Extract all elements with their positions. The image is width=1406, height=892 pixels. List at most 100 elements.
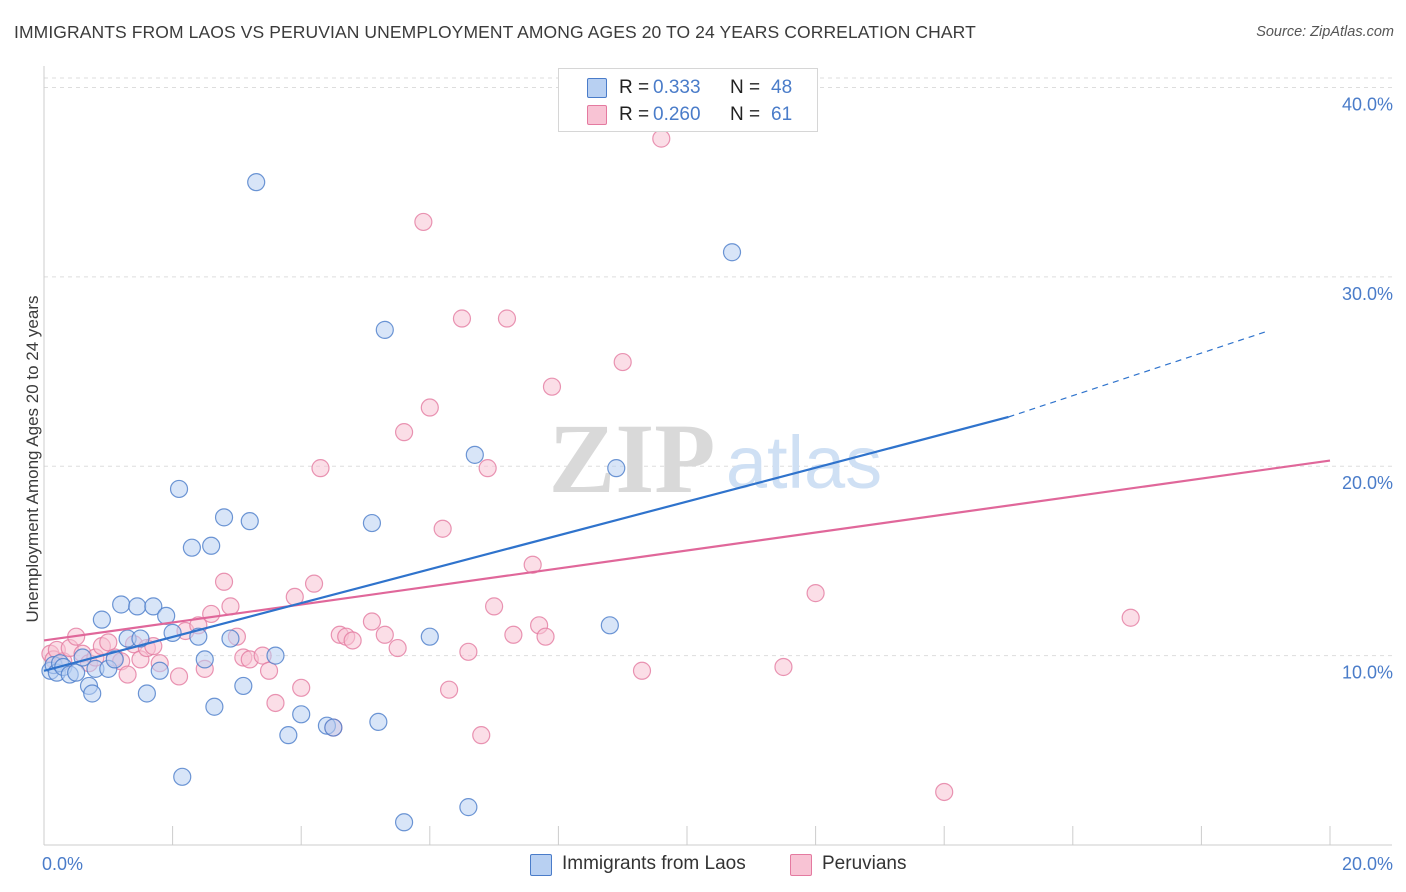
data-point: [137, 684, 156, 703]
data-point: [266, 646, 285, 665]
data-point: [343, 631, 362, 650]
data-point: [195, 650, 214, 669]
data-point: [439, 680, 459, 699]
trend-line-laos: [43, 415, 1009, 672]
data-point: [600, 616, 619, 635]
data-point: [632, 661, 652, 680]
data-point: [459, 642, 478, 661]
data-point: [420, 398, 439, 417]
data-point: [67, 663, 86, 682]
data-point: [279, 726, 298, 745]
data-point: [420, 627, 439, 646]
data-point: [144, 597, 163, 616]
data-point: [388, 638, 407, 658]
data-point: [504, 625, 523, 644]
axes: [43, 66, 1392, 846]
data-point: [806, 584, 825, 603]
source-label: Source: ZipAtlas.com: [1256, 24, 1394, 40]
trend-line-laos-extension: [1008, 331, 1266, 418]
data-point: [202, 536, 221, 555]
data-point: [131, 629, 150, 648]
y-tick-label: 30.0%: [1342, 284, 1393, 304]
data-point: [414, 212, 433, 232]
x-tick-label: 0.0%: [42, 854, 83, 874]
data-point: [452, 309, 472, 328]
data-point: [105, 650, 124, 669]
data-point: [112, 595, 131, 614]
legend-swatch-laos: [587, 78, 607, 98]
legend-label-laos: Immigrants from Laos: [562, 853, 746, 874]
legend-n-value: 48: [771, 77, 793, 98]
data-point: [83, 684, 102, 703]
data-point: [214, 508, 234, 527]
legend-r-label: R =: [619, 104, 650, 125]
data-point: [613, 352, 632, 372]
data-point: [523, 555, 542, 574]
data-point: [266, 693, 285, 713]
data-point: [259, 661, 279, 680]
trend-lines: [43, 331, 1331, 672]
series-legend: Immigrants from Laos Peruvians: [0, 852, 1406, 878]
y-tick-labels: 10.0% 20.0% 30.0% 40.0%: [1342, 94, 1393, 682]
data-point: [128, 597, 147, 616]
y-tick-label: 40.0%: [1342, 94, 1393, 114]
legend-r-label: R =: [619, 77, 650, 98]
data-point: [214, 572, 234, 591]
data-point: [472, 726, 491, 745]
watermark-atlas: atlas: [726, 421, 882, 504]
data-point: [369, 712, 388, 732]
data-point: [189, 627, 208, 646]
x-tick-label: 20.0%: [1342, 854, 1393, 874]
data-point: [478, 459, 497, 478]
data-point: [169, 667, 189, 686]
series-laos-points: [41, 173, 742, 832]
data-point: [652, 129, 671, 148]
legend-n-label: N =: [730, 77, 761, 98]
data-point: [722, 243, 742, 262]
data-point: [459, 798, 478, 817]
data-point: [221, 629, 240, 648]
data-point: [247, 173, 266, 192]
legend-swatch-peruvians: [790, 854, 812, 876]
data-point: [536, 627, 555, 646]
data-point: [935, 782, 954, 802]
data-point: [304, 574, 324, 593]
grid-lines: [44, 77, 1392, 657]
data-point: [169, 479, 189, 499]
data-point: [433, 519, 452, 538]
data-point: [240, 512, 259, 531]
data-point: [292, 678, 311, 697]
data-point: [497, 309, 517, 328]
data-point: [362, 612, 382, 631]
legend-row-peruvians: R = 0.260 N = 61: [559, 102, 817, 128]
legend-n-label: N =: [730, 104, 761, 125]
legend-r-value: 0.333: [653, 77, 701, 98]
legend-swatch-peruvians: [587, 105, 607, 125]
data-point: [324, 718, 343, 737]
data-point: [92, 610, 111, 629]
data-point: [205, 697, 224, 716]
legend-swatch-laos: [530, 854, 552, 876]
x-tick-labels: 0.0% 20.0%: [42, 854, 1393, 874]
legend-r-value: 0.260: [653, 104, 701, 125]
trend-line-peruvians: [43, 459, 1331, 642]
data-point: [234, 676, 253, 696]
watermark-zip: ZIP: [549, 403, 716, 514]
data-point: [375, 625, 394, 644]
data-point: [774, 657, 793, 677]
y-axis-label: Unemployment Among Ages 20 to 24 years: [23, 296, 42, 623]
legend-n-value: 61: [771, 104, 793, 125]
data-point: [99, 633, 118, 652]
data-point: [1121, 608, 1140, 627]
data-point: [182, 538, 201, 557]
data-point: [485, 597, 504, 616]
data-point: [394, 423, 414, 442]
data-point: [292, 705, 311, 724]
data-point: [607, 459, 626, 478]
y-tick-label: 20.0%: [1342, 473, 1393, 493]
y-tick-label: 10.0%: [1342, 663, 1393, 683]
stats-legend: R = 0.333 N = 48 R = 0.260 N = 61: [558, 68, 818, 132]
data-point: [394, 813, 414, 832]
data-point: [465, 445, 484, 464]
